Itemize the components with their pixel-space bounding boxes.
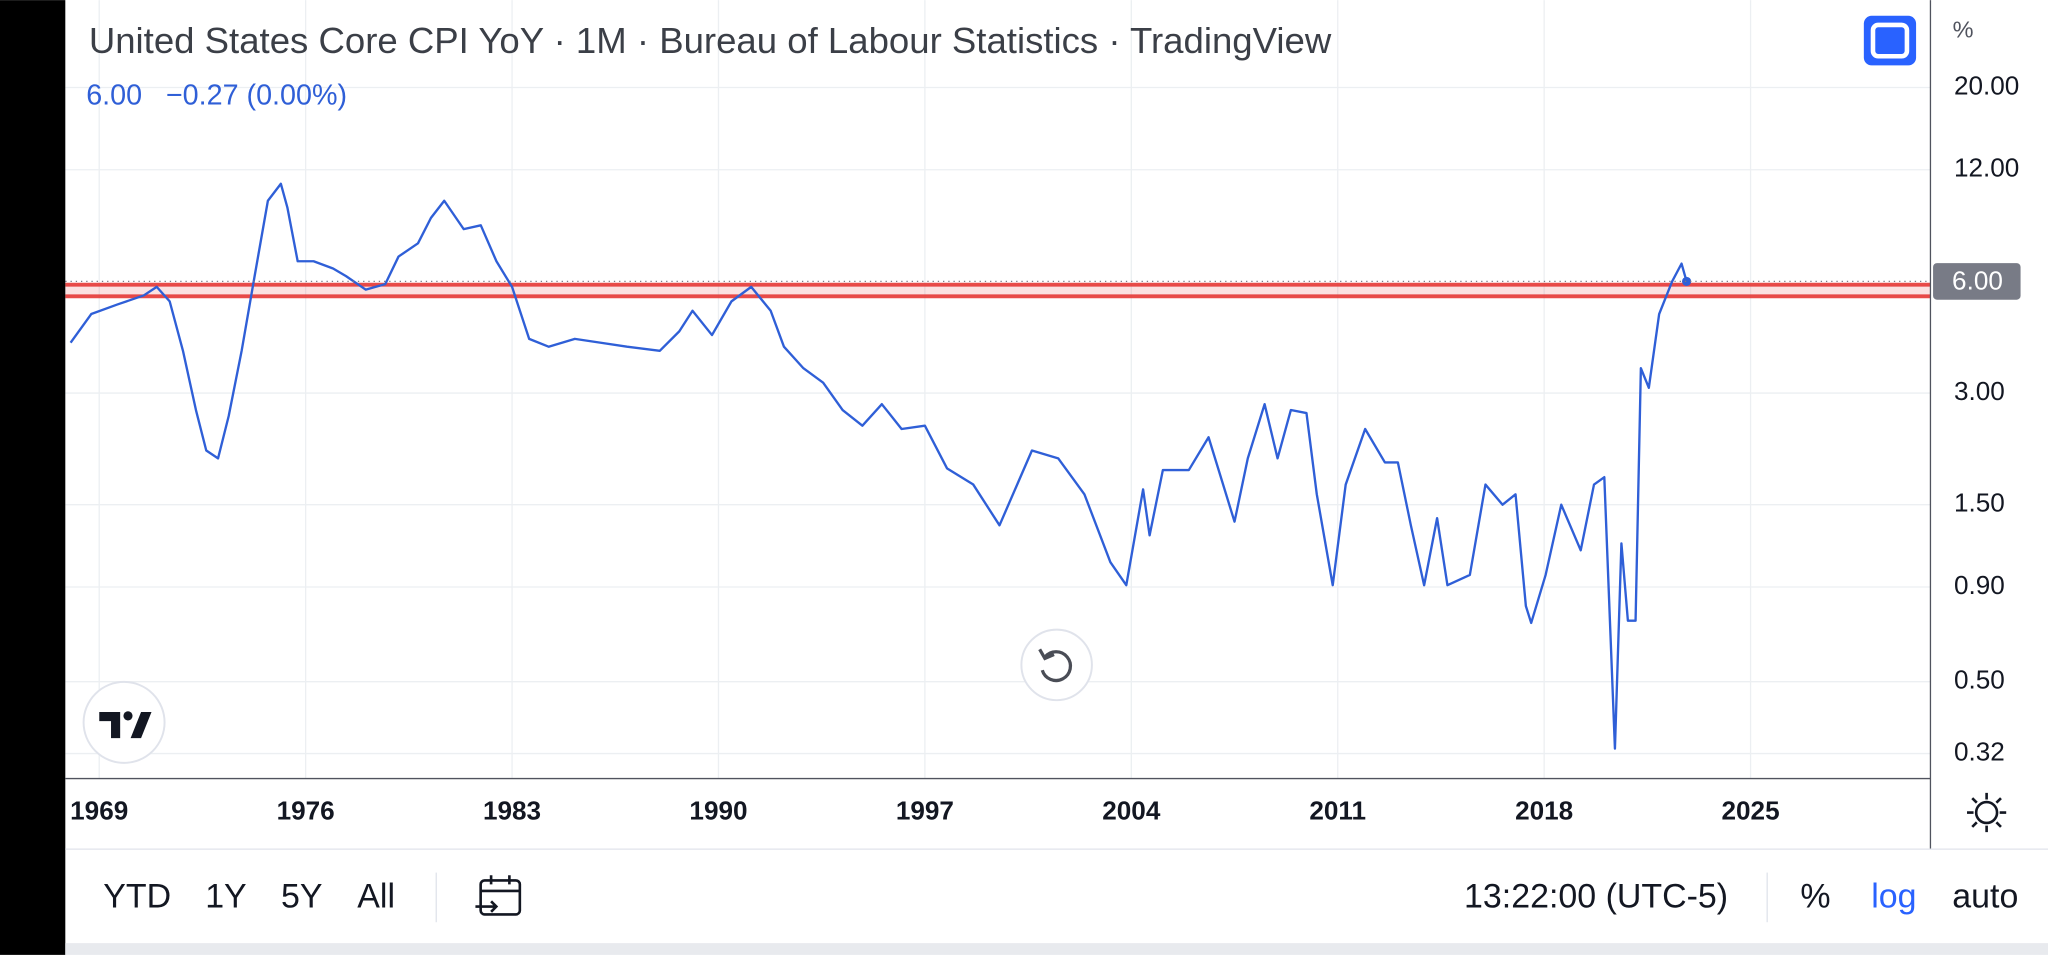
x-tick-label: 2011 — [1309, 795, 1366, 825]
x-tick-label: 1997 — [896, 795, 954, 825]
last-price-label: 6.00 — [1952, 266, 2003, 296]
range-button[interactable]: YTD — [103, 878, 171, 916]
toolbar: YTD 1Y 5Y All 13:22:00 (UTC-5)% log auto — [103, 878, 2018, 916]
y-tick-label: 20.00 — [1954, 70, 2019, 100]
grid — [65, 0, 1931, 779]
plot — [65, 182, 1931, 750]
range-button[interactable]: 1Y — [205, 878, 247, 916]
time-label: 13:22:00 (UTC-5) — [1464, 878, 1728, 916]
y-tick-label: 12.00 — [1954, 153, 2019, 183]
scale-option[interactable]: % — [1800, 878, 1830, 916]
y-tick-label: 1.50 — [1954, 488, 2005, 518]
range-button[interactable]: 5Y — [281, 878, 323, 916]
y-tick-label: 3.00 — [1954, 376, 2005, 406]
y-tick-label: 0.90 — [1954, 570, 2005, 600]
calendar-icon[interactable] — [475, 875, 522, 916]
x-tick-label: 1983 — [483, 795, 541, 825]
line-band — [65, 284, 1931, 297]
last-point — [1682, 276, 1692, 286]
x-tick-label: 2018 — [1515, 795, 1573, 825]
scale-option[interactable]: auto — [1952, 878, 2018, 916]
legend-value: 6.00 — [86, 79, 142, 111]
reset-button[interactable] — [1020, 628, 1093, 702]
x-tick-label: 2004 — [1102, 795, 1161, 825]
y-unit: % — [1953, 17, 1974, 43]
settings-icon[interactable] — [1967, 792, 2007, 833]
y-tick-label: 0.32 — [1954, 736, 2005, 766]
x-tick-label: 2025 — [1722, 795, 1780, 825]
chart-title: United States Core CPI YoY · 1M · Bureau… — [89, 20, 1332, 61]
series-line — [69, 182, 1688, 750]
range-button[interactable]: All — [357, 878, 395, 916]
x-tick-label: 1976 — [277, 795, 335, 825]
left-edge — [0, 0, 66, 955]
tradingview-logo[interactable] — [82, 680, 166, 764]
bottom-strip — [65, 943, 2048, 955]
x-tick-label: 1969 — [70, 795, 128, 825]
fullscreen-button[interactable] — [1863, 15, 1917, 66]
scale-option[interactable]: log — [1871, 878, 1916, 916]
y-tick-label: 0.50 — [1954, 665, 2005, 695]
last-price-tag — [1933, 263, 2021, 300]
legend-change: −0.27 (0.00%) — [166, 79, 347, 111]
x-tick-label: 1990 — [689, 795, 747, 825]
